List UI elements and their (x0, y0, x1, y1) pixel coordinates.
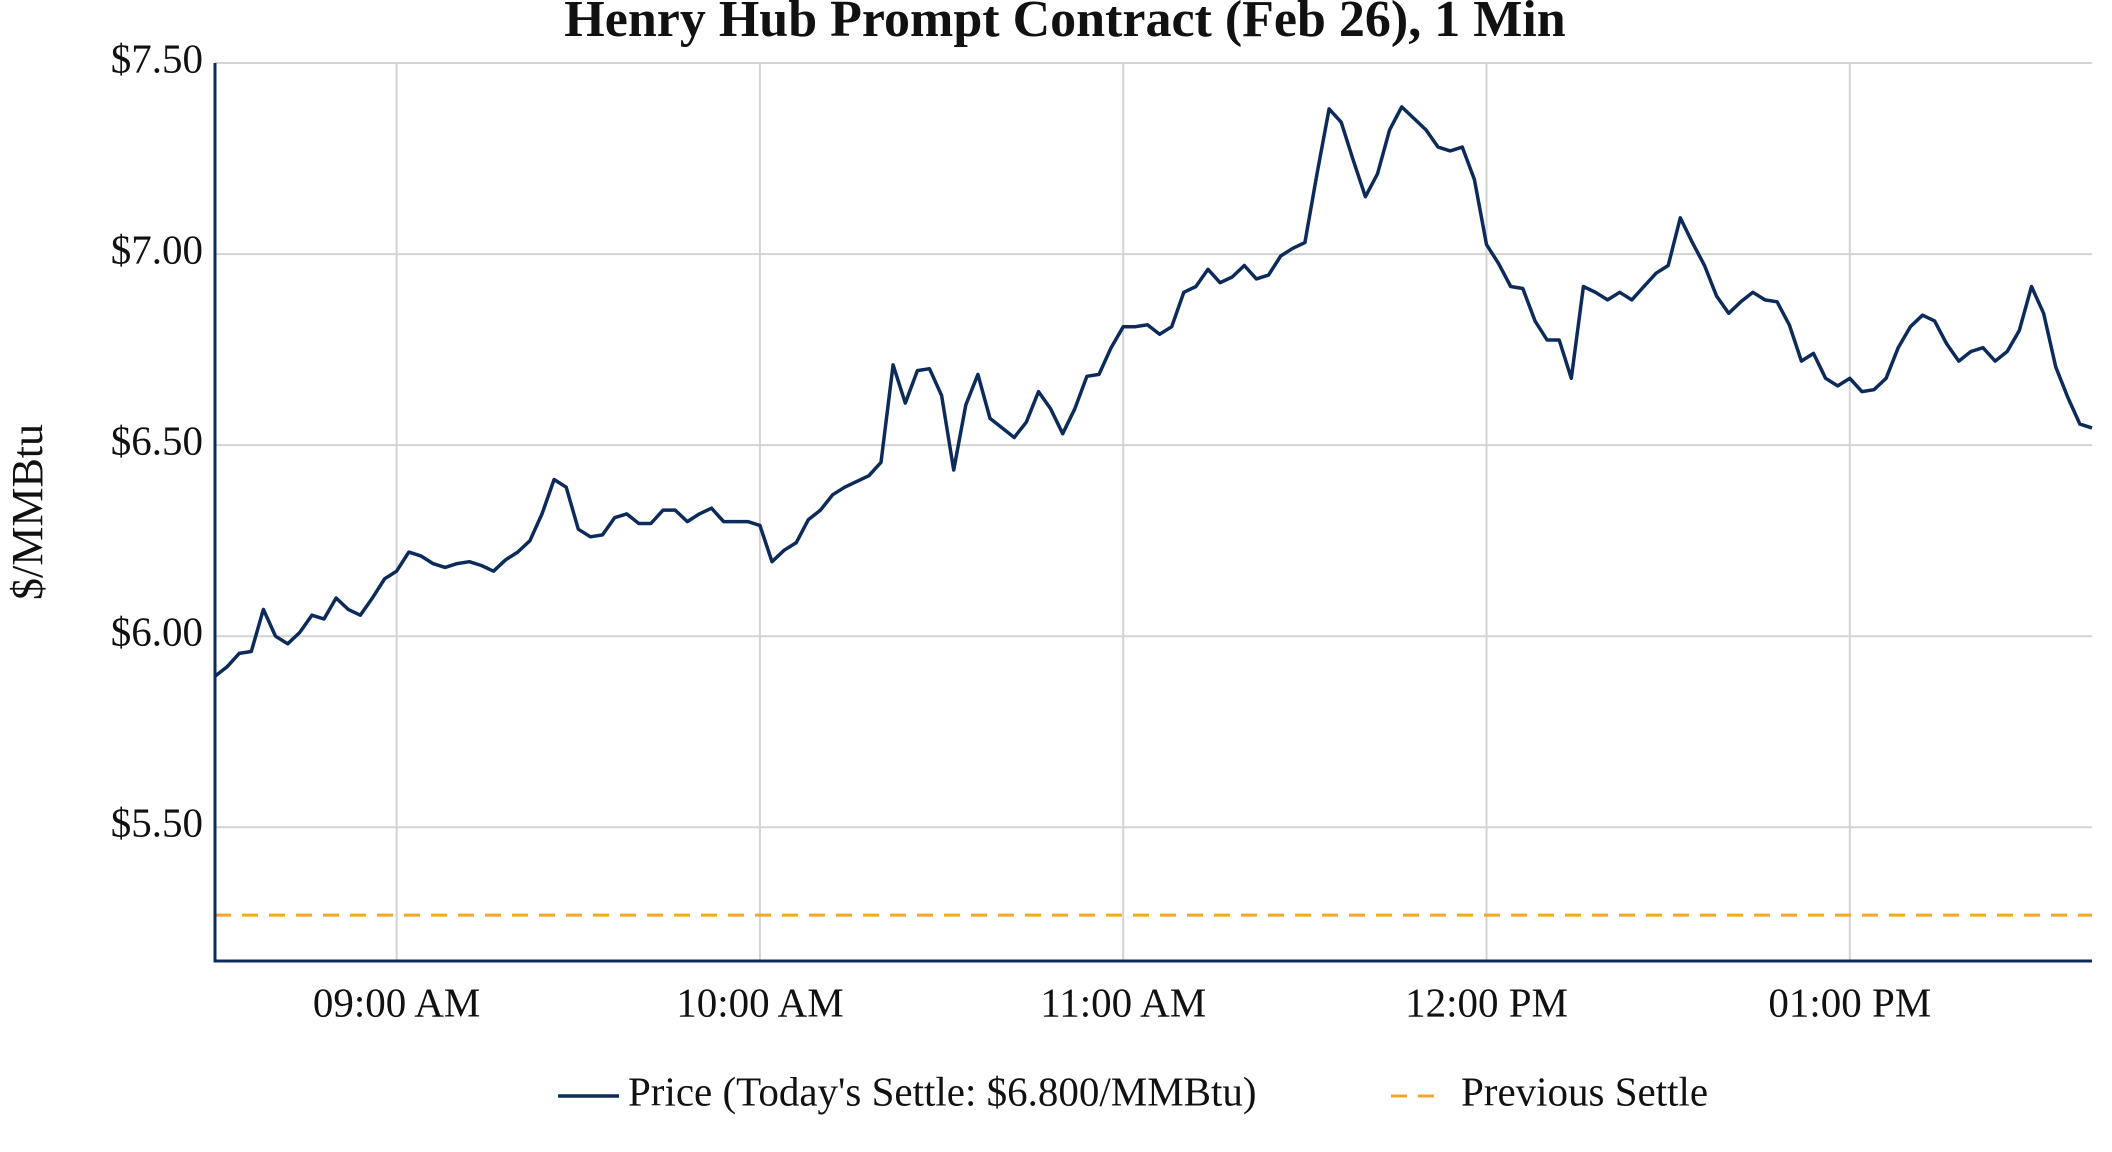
x-tick-label: 11:00 AM (1040, 979, 1206, 1025)
y-tick-label: $6.50 (111, 418, 203, 464)
legend-label: Price (Today's Settle: $6.800/MMBtu) (628, 1068, 1257, 1114)
legend-label: Previous Settle (1461, 1068, 1708, 1114)
y-tick-label: $7.00 (111, 226, 203, 272)
x-tick-label: 12:00 PM (1405, 979, 1568, 1025)
y-axis-label: $/MMBtu (3, 424, 52, 600)
chart-title: Henry Hub Prompt Contract (Feb 26), 1 Mi… (564, 0, 1565, 48)
x-tick-label: 01:00 PM (1768, 979, 1931, 1025)
x-tick-label: 10:00 AM (676, 979, 843, 1025)
y-tick-label: $6.00 (111, 609, 203, 655)
x-tick-label: 09:00 AM (313, 979, 480, 1025)
price-line (213, 105, 2093, 678)
y-tick-label: $7.50 (111, 35, 203, 81)
y-tick-label: $5.50 (111, 800, 203, 846)
